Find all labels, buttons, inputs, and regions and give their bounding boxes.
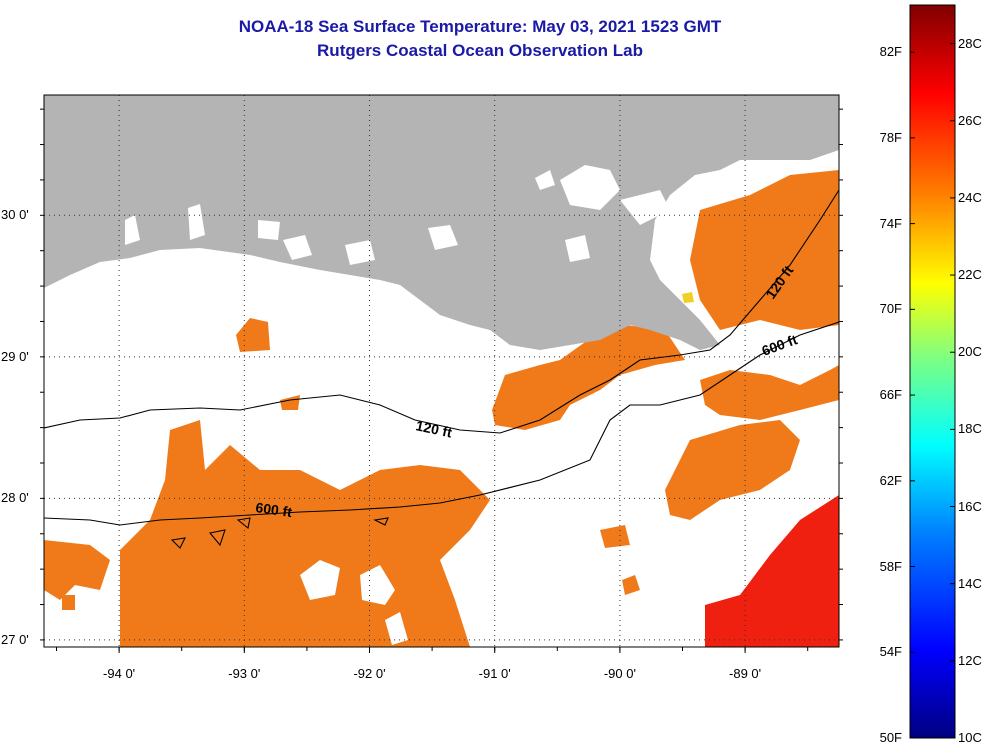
- sst-patch-central-small: [280, 395, 300, 410]
- sst-patch-southwest: [120, 420, 490, 647]
- colorbar-ticks: [910, 43, 955, 739]
- colorbar-celsius-label: 16C: [958, 498, 982, 514]
- isobath-600ft-line: [44, 321, 839, 526]
- lat-tick-label: 28 0': [1, 490, 29, 506]
- sst-patch-east-small: [600, 525, 630, 548]
- sst-patch-central: [492, 325, 685, 430]
- lon-tick-label: -89 0': [729, 666, 762, 681]
- sst-patch-east-mid: [700, 365, 839, 420]
- sst-spot-yellow: [682, 292, 694, 303]
- sst-patch-mississippi-sound: [690, 170, 839, 330]
- map-frame: [43, 94, 840, 648]
- inland-water: [125, 165, 670, 265]
- map-subtitle: Rutgers Coastal Ocean Observation Lab: [317, 41, 643, 60]
- colorbar-fahrenheit-label: 62F: [879, 472, 902, 488]
- colorbar-celsius-label: 22C: [958, 267, 982, 283]
- lon-tick-label: -90 0': [603, 666, 636, 681]
- map-title: NOAA-18 Sea Surface Temperature: May 03,…: [238, 17, 722, 36]
- sst-patch-east-center: [665, 420, 800, 520]
- colorbar-celsius-label: 18C: [958, 421, 982, 437]
- colorbar-fahrenheit-label: 54F: [879, 644, 902, 660]
- sst-patch-west-edge: [44, 540, 110, 600]
- isobaths: [44, 189, 839, 549]
- lon-tick-label: -91 0': [478, 666, 511, 681]
- isobath-label-600ft-west: 600 ft: [255, 499, 294, 520]
- colorbar-celsius-label: 14C: [958, 575, 982, 591]
- lat-tick-label: 27 0': [1, 631, 29, 647]
- colorbar-celsius-label: 28C: [958, 35, 982, 51]
- colorbar-fahrenheit-label: 50F: [879, 730, 902, 745]
- land-gulf-coast: [44, 95, 839, 350]
- cloud-gaps: [300, 560, 408, 645]
- lat-tick-label: 30 0': [1, 207, 29, 223]
- sst-data-layer: [44, 170, 839, 647]
- sst-warm-patch-southeast: [705, 495, 839, 647]
- graticule: [40, 95, 843, 653]
- colorbar-celsius-label: 12C: [958, 652, 982, 668]
- sst-patch-west-small: [62, 595, 75, 610]
- isobath-label-120ft-offshore: 120 ft: [414, 417, 453, 440]
- isobath-120ft-line: [44, 189, 839, 434]
- colorbar-fahrenheit-label: 78F: [879, 129, 902, 145]
- colorbar-fahrenheit-label: 66F: [879, 387, 902, 403]
- lon-tick-label: -94 0': [103, 666, 136, 681]
- colorbar-celsius-label: 24C: [958, 189, 982, 205]
- colorbar-fahrenheit-label: 82F: [879, 44, 902, 60]
- lon-tick-label: -93 0': [228, 666, 261, 681]
- colorbar: [909, 4, 956, 739]
- sst-patch-offshore-louisiana: [236, 318, 270, 352]
- colorbar-celsius-label: 10C: [958, 730, 982, 745]
- sst-patch-southeast-spot: [622, 575, 640, 595]
- lat-tick-label: 29 0': [1, 348, 29, 364]
- colorbar-celsius-label: 20C: [958, 344, 982, 360]
- colorbar-fahrenheit-label: 74F: [879, 215, 902, 231]
- lon-tick-label: -92 0': [353, 666, 386, 681]
- colorbar-fahrenheit-label: 70F: [879, 301, 902, 317]
- colorbar-celsius-label: 26C: [958, 112, 982, 128]
- colorbar-fahrenheit-label: 58F: [879, 558, 902, 574]
